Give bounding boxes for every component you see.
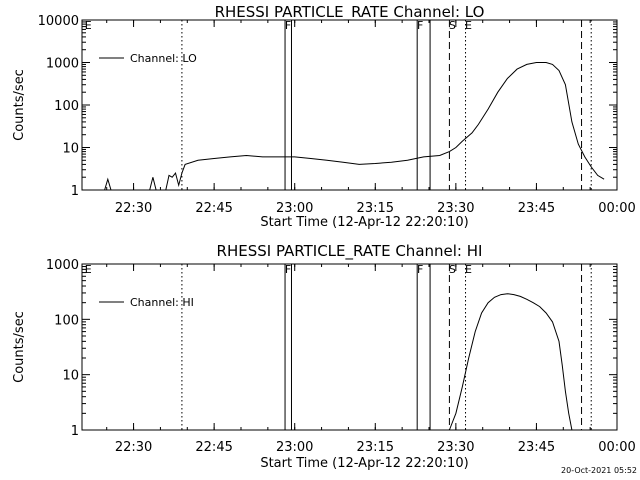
hi-chart-title: RHESSI PARTICLE_RATE Channel: HI	[217, 242, 483, 261]
lo-y-tick-label: 10	[62, 142, 79, 157]
hi-x-tick-label: 23:15	[357, 440, 394, 455]
hi-x-tick-label: 23:45	[518, 440, 555, 455]
lo-marker-label: S	[449, 19, 456, 32]
hi-series-line	[448, 293, 573, 431]
lo-y-tick-label: 1000	[46, 57, 79, 72]
lo-x-tick-label: 23:00	[276, 201, 313, 216]
hi-x-tick-label: 00:00	[598, 440, 635, 455]
lo-marker-label: F	[417, 19, 423, 32]
lo-y-tick-label: 100	[54, 99, 79, 114]
hi-marker-label: F	[417, 263, 423, 276]
lo-y-tick-label: 10000	[38, 14, 79, 29]
hi-y-tick-label: 10	[62, 369, 79, 384]
lo-x-tick-label: 22:30	[115, 201, 152, 216]
lo-x-tick-label: 22:45	[195, 201, 232, 216]
lo-marker-label: F	[285, 19, 291, 32]
hi-marker-label: E	[465, 263, 472, 276]
hi-marker-label: F	[285, 263, 291, 276]
lo-x-tick-label: 23:15	[357, 201, 394, 216]
lo-x-axis-label: Start Time (12-Apr-12 22:20:10)	[260, 215, 468, 230]
hi-legend-entry: Channel: HI	[130, 296, 194, 309]
lo-series-line	[82, 62, 605, 191]
lo-marker-label: E	[465, 19, 472, 32]
hi-marker-label: E	[85, 263, 92, 276]
lo-chart-title: RHESSI PARTICLE_RATE Channel: LO	[215, 3, 485, 22]
lo-y-axis-label: Counts/sec	[12, 69, 27, 141]
lo-x-tick-label: 00:00	[598, 201, 635, 216]
hi-marker-label: S	[449, 263, 456, 276]
hi-x-tick-label: 22:30	[115, 440, 152, 455]
hi-plot-frame	[81, 263, 618, 431]
hi-x-axis-label: Start Time (12-Apr-12 22:20:10)	[260, 456, 468, 471]
hi-y-tick-label: 100	[54, 313, 79, 328]
hi-y-axis-label: Counts/sec	[12, 311, 27, 383]
hi-x-tick-label: 23:00	[276, 440, 313, 455]
lo-x-tick-label: 23:45	[518, 201, 555, 216]
hi-x-tick-label: 22:45	[195, 440, 232, 455]
lo-x-tick-label: 23:30	[437, 201, 474, 216]
footer-date: 20-Oct-2021 05:52	[561, 466, 637, 475]
hi-y-tick-label: 1000	[46, 258, 79, 273]
lo-marker-label: E	[85, 19, 92, 32]
lo-y-tick-label: 1	[71, 184, 79, 199]
hi-y-tick-label: 1	[71, 424, 79, 439]
hi-x-tick-label: 23:30	[437, 440, 474, 455]
lo-legend-entry: Channel: LO	[130, 52, 197, 65]
